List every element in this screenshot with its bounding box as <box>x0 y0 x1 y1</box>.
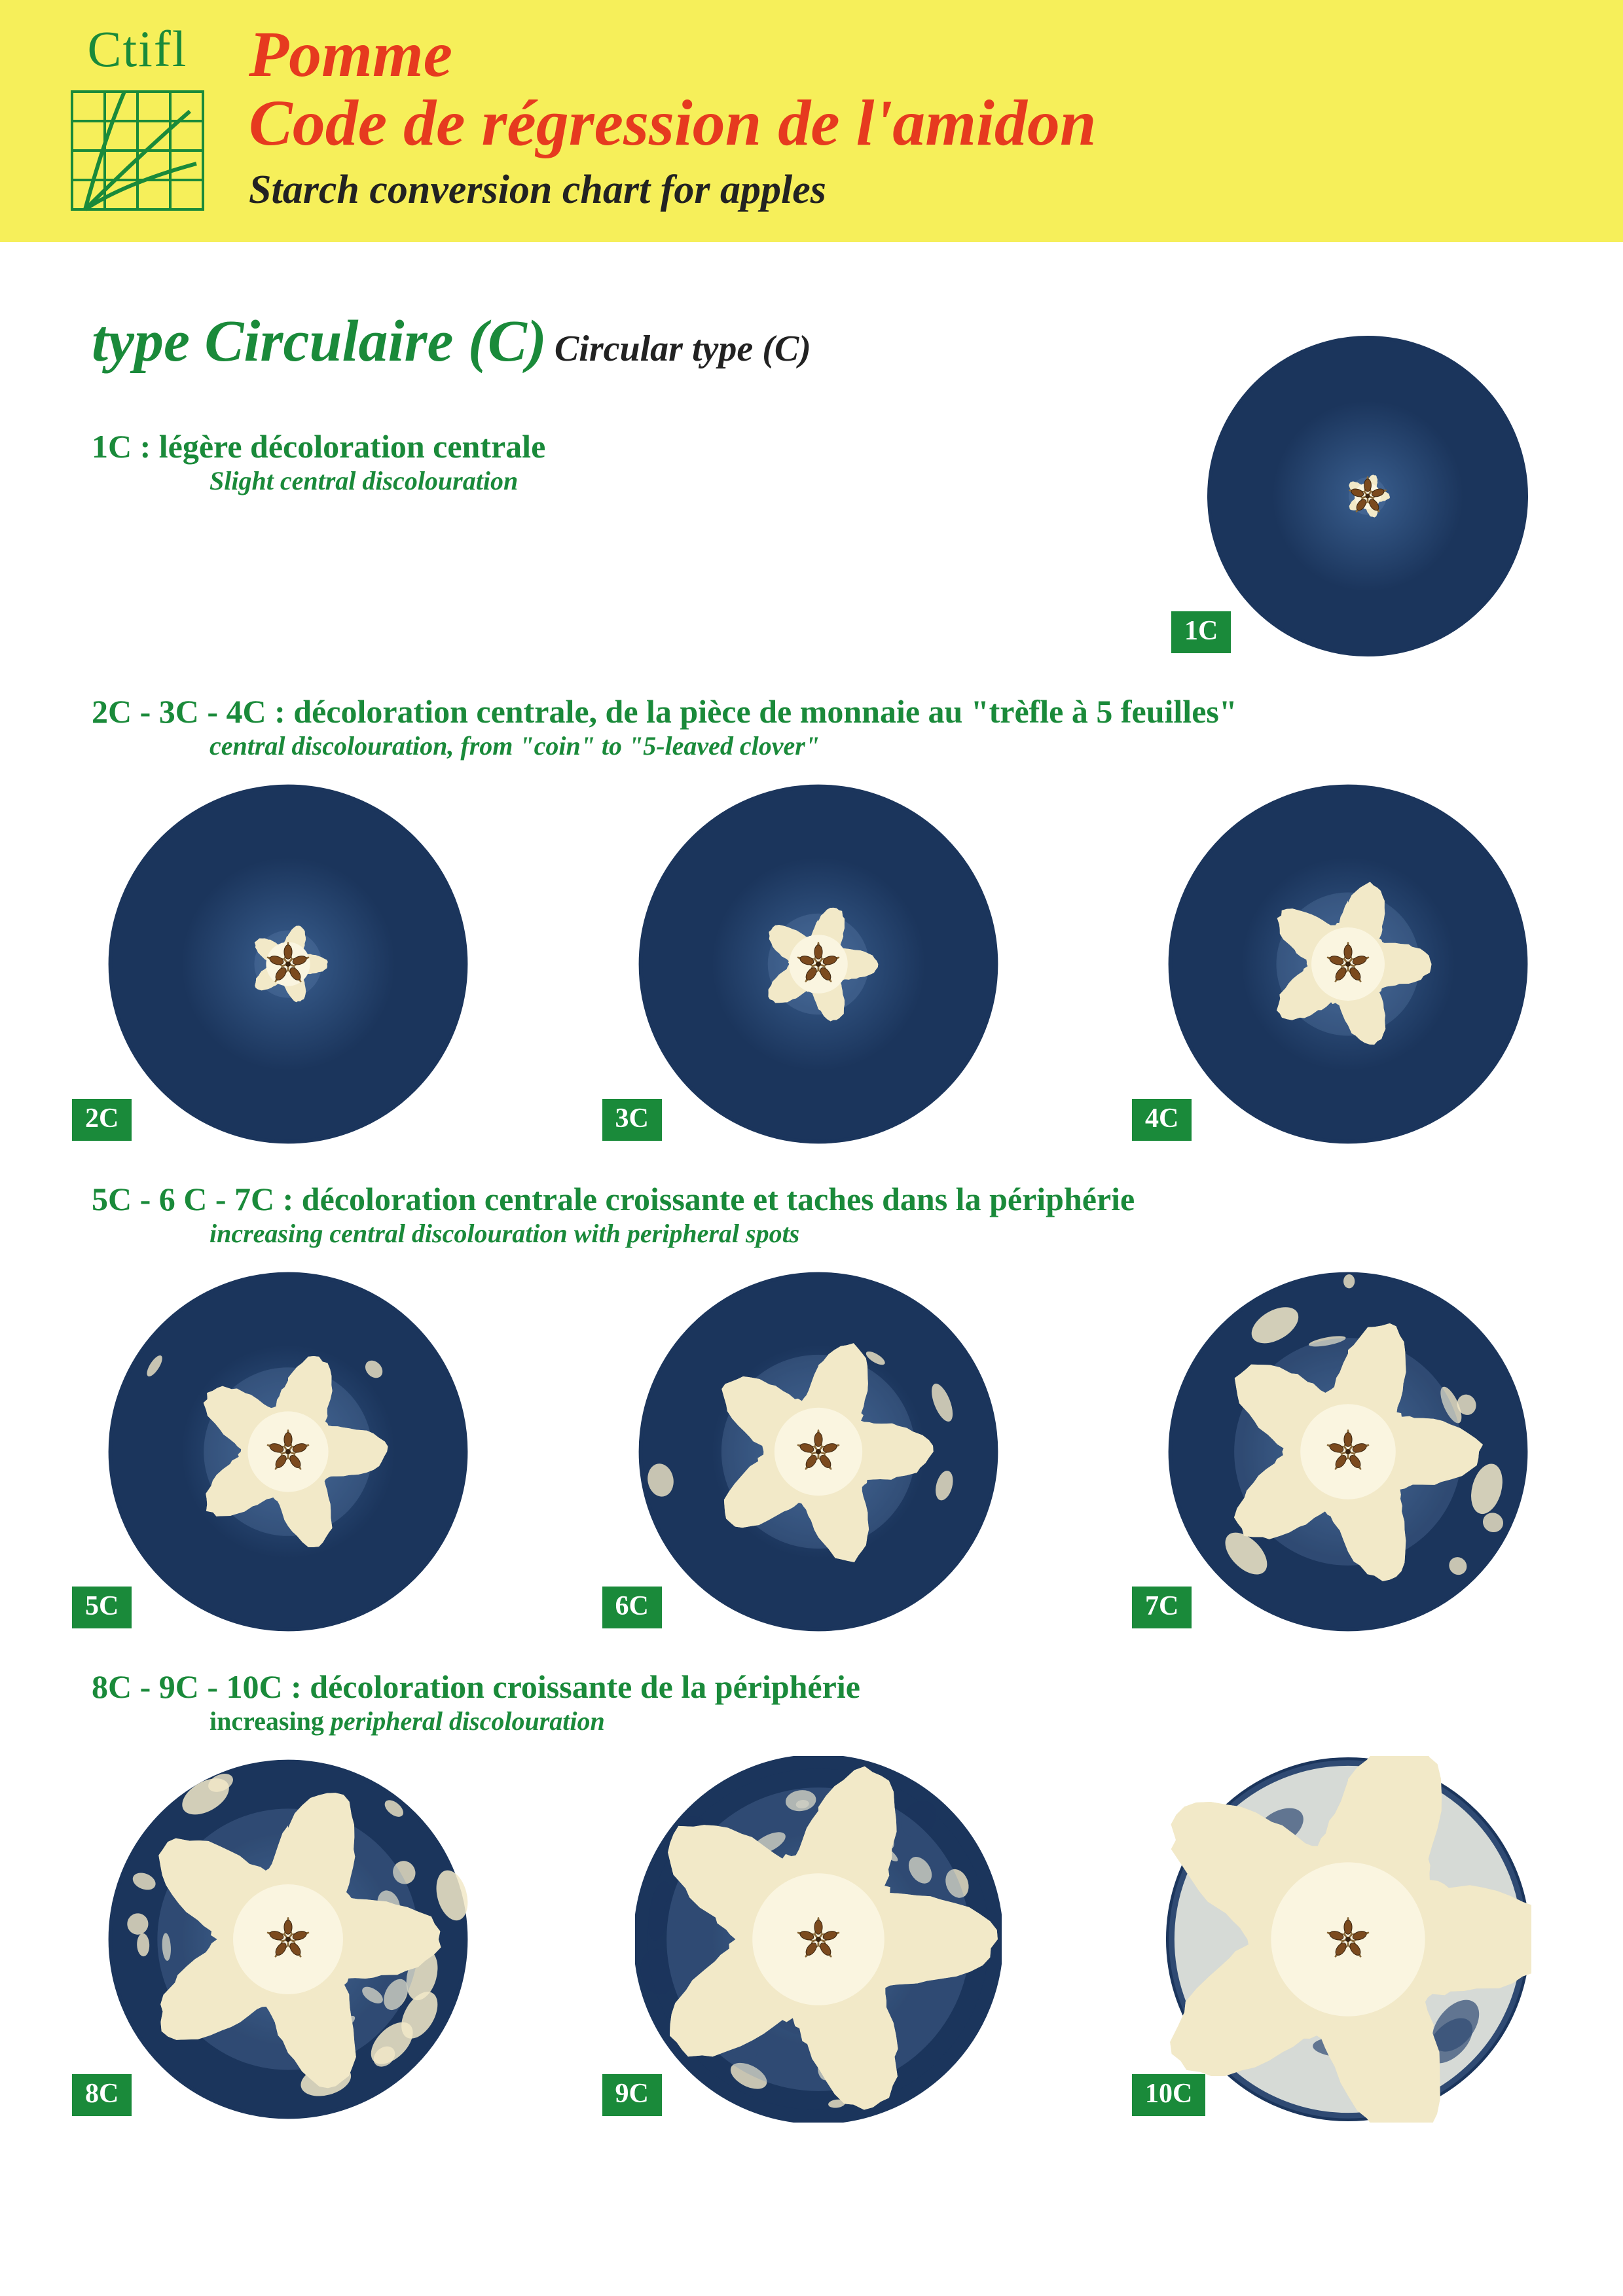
type-heading-fr: type Circulaire (C) <box>92 309 547 374</box>
section-label-810-en-italic: peripheral discolouration <box>331 1706 605 1736</box>
apple-6c-svg <box>635 1268 1002 1635</box>
row-8-10: 8C 9C 10C <box>92 1756 1531 2123</box>
title-en: Starch conversion chart for apples <box>249 167 1096 213</box>
code-badge-6c: 6C <box>602 1587 662 1628</box>
apple-9c: 9C <box>635 1756 1002 2123</box>
content-area: type Circulaire (C) Circular type (C) 1C… <box>0 242 1623 2181</box>
title-fr-line2: Code de régression de l'amidon <box>249 88 1096 157</box>
section-8-10: 8C - 9C - 10C : décoloration croissante … <box>92 1668 1531 2123</box>
section-label-57-en: increasing central discolouration with p… <box>210 1218 1531 1249</box>
apple-5c: 5C <box>105 1268 471 1635</box>
section-label-810-fr: 8C - 9C - 10C : décoloration croissante … <box>92 1668 860 1705</box>
apple-3c: 3C <box>635 781 1002 1147</box>
code-badge-7c: 7C <box>1132 1587 1192 1628</box>
apple-1c-svg <box>1204 332 1531 660</box>
apple-6c: 6C <box>635 1268 1002 1635</box>
apple-1c: 1C <box>1204 332 1531 660</box>
apple-10c-svg <box>1165 1756 1531 2123</box>
section-5-7: 5C - 6 C - 7C : décoloration centrale cr… <box>92 1180 1531 1635</box>
section-label-5-7: 5C - 6 C - 7C : décoloration centrale cr… <box>92 1180 1531 1249</box>
apple-7c: 7C <box>1165 1268 1531 1635</box>
apple-5c-svg <box>105 1268 471 1635</box>
apple-8c-svg <box>105 1756 471 2123</box>
section-2-4: 2C - 3C - 4C : décoloration centrale, de… <box>92 692 1531 1147</box>
apple-2c-svg <box>105 781 471 1147</box>
apple-3c-svg <box>635 781 1002 1147</box>
section-label-24-en: central discolouration, from "coin" to "… <box>210 730 1531 761</box>
code-badge-4c: 4C <box>1132 1099 1192 1141</box>
code-badge-2c: 2C <box>72 1099 132 1141</box>
section-label-8-10: 8C - 9C - 10C : décoloration croissante … <box>92 1668 1531 1736</box>
section-label-2-4: 2C - 3C - 4C : décoloration centrale, de… <box>92 692 1531 761</box>
apple-9c-svg <box>635 1756 1002 2123</box>
code-badge-3c: 3C <box>602 1099 662 1141</box>
header-titles: Pomme Code de régression de l'amidon Sta… <box>249 20 1096 213</box>
apple-8c: 8C <box>105 1756 471 2123</box>
logo-block: Ctifl <box>65 20 210 216</box>
apple-4c-svg <box>1165 781 1531 1147</box>
code-badge-5c: 5C <box>72 1587 132 1628</box>
row-5-7: 5C 6C 7C <box>92 1268 1531 1635</box>
apple-7c-svg <box>1165 1268 1531 1635</box>
section-label-57-fr: 5C - 6 C - 7C : décoloration centrale cr… <box>92 1181 1135 1217</box>
apple-10c: 10C <box>1165 1756 1531 2123</box>
apple-4c: 4C <box>1165 781 1531 1147</box>
logo-grid-icon <box>65 85 210 216</box>
apple-2c: 2C <box>105 781 471 1147</box>
section-label-810-en-prefix: increasing <box>210 1706 331 1736</box>
row-2-4: 2C 3C 4C <box>92 781 1531 1147</box>
code-badge-8c: 8C <box>72 2074 132 2116</box>
section-label-24-fr: 2C - 3C - 4C : décoloration centrale, de… <box>92 693 1237 730</box>
code-badge-1c: 1C <box>1171 611 1231 653</box>
type-heading-en: Circular type (C) <box>555 329 811 369</box>
logo-text: Ctifl <box>87 20 187 79</box>
section-1c: 1C : légère décoloration centrale Slight… <box>92 427 1531 660</box>
section-label-1c-fr: 1C : légère décoloration centrale <box>92 428 545 465</box>
code-badge-10c: 10C <box>1132 2074 1205 2116</box>
title-fr-line1: Pomme <box>249 20 1096 88</box>
code-badge-9c: 9C <box>602 2074 662 2116</box>
header-banner: Ctifl Pomme Code de régression de l'amid… <box>0 0 1623 242</box>
